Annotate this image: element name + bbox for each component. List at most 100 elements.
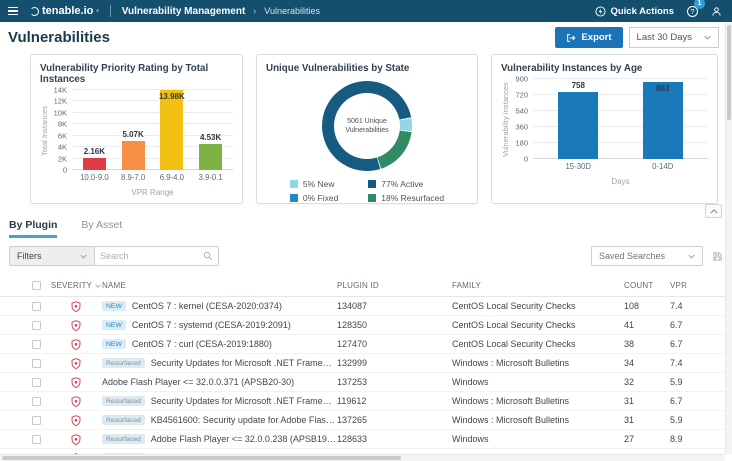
- breadcrumb[interactable]: Vulnerabilities: [264, 6, 320, 16]
- help-icon: ?: [687, 5, 698, 17]
- column-header-severity[interactable]: SEVERITY: [50, 281, 102, 290]
- plugin-id-cell: 132999: [337, 358, 368, 368]
- search-input[interactable]: [100, 247, 203, 265]
- severity-shield-icon: [71, 319, 81, 331]
- table-row[interactable]: NEW CentOS 7 : systemd (CESA-2019:2091) …: [0, 316, 732, 335]
- scrollbar-thumb[interactable]: [727, 25, 731, 120]
- plugin-name-link[interactable]: KB4561600: Security update for Adobe Fla…: [150, 415, 337, 425]
- x-axis-label: VPR Range: [131, 188, 174, 197]
- plugin-name-link[interactable]: Adobe Flash Player <= 32.0.0.371 (APSB20…: [102, 377, 295, 387]
- legend-item-new[interactable]: 5% New: [289, 179, 338, 189]
- row-checkbox[interactable]: [32, 377, 41, 387]
- severity-shield-icon: [71, 433, 81, 445]
- vertical-scrollbar[interactable]: [725, 23, 732, 454]
- bar-6.9-4.0[interactable]: [160, 90, 184, 170]
- plugin-id-cell: 137253: [337, 377, 368, 387]
- plugin-name-link[interactable]: Security Updates for Microsoft .NET Fram…: [150, 358, 337, 368]
- view-tabs: By Plugin By Asset: [9, 219, 732, 238]
- legend-item-active[interactable]: 77% Active: [368, 179, 444, 189]
- column-header-vpr[interactable]: VPR: [670, 281, 688, 290]
- count-cell: 41: [624, 320, 635, 330]
- filter-bar: Filters Saved Searches: [9, 246, 723, 266]
- row-checkbox[interactable]: [32, 320, 41, 330]
- state-donut-chart[interactable]: 5061 Unique Vulnerabilities: [322, 81, 412, 171]
- table-row[interactable]: NEW CentOS 7 : kernel (CESA-2020:0374) 1…: [0, 297, 732, 316]
- legend-swatch: [368, 194, 377, 202]
- severity-cell: [50, 433, 102, 445]
- table-row[interactable]: Resurfaced KB4561600: Security update fo…: [0, 411, 732, 430]
- vpr-cell: 6.7: [670, 396, 683, 406]
- vpr-cell: 6.7: [670, 339, 683, 349]
- legend-item-resurfaced[interactable]: 18% Resurfaced: [368, 193, 444, 203]
- save-search-icon[interactable]: [712, 251, 723, 262]
- export-button[interactable]: Export: [555, 27, 623, 48]
- bar-15-30D[interactable]: [558, 91, 599, 159]
- severity-cell: [50, 395, 102, 407]
- search-icon[interactable]: [203, 251, 213, 261]
- row-checkbox[interactable]: [32, 434, 41, 444]
- name-cell: Resurfaced Security Updates for Microsof…: [102, 358, 337, 368]
- column-header-count[interactable]: COUNT: [624, 281, 654, 290]
- severity-shield-icon: [71, 414, 81, 426]
- quick-actions-button[interactable]: Quick Actions: [595, 6, 674, 17]
- legend-swatch: [289, 180, 298, 188]
- column-header-family[interactable]: FAMILY: [452, 281, 482, 290]
- tab-by-asset[interactable]: By Asset: [81, 219, 123, 231]
- row-checkbox[interactable]: [32, 415, 41, 425]
- vpr-cell: 7.4: [670, 301, 683, 311]
- column-header-name[interactable]: NAME: [102, 281, 126, 290]
- collapse-charts-button[interactable]: [705, 204, 722, 218]
- severity-shield-icon: [71, 395, 81, 407]
- column-header-plugin-id[interactable]: PLUGIN ID: [337, 281, 379, 290]
- user-icon[interactable]: [711, 6, 722, 17]
- table-row[interactable]: NEW CentOS 7 : curl (CESA-2019:1880) 127…: [0, 335, 732, 354]
- plugin-name-link[interactable]: CentOS 7 : systemd (CESA-2019:2091): [131, 320, 291, 330]
- plugin-id-cell: 134087: [337, 301, 368, 311]
- row-checkbox[interactable]: [32, 358, 41, 368]
- row-checkbox[interactable]: [32, 396, 41, 406]
- name-cell: Resurfaced KB4561600: Security update fo…: [102, 415, 337, 425]
- row-checkbox[interactable]: [32, 301, 41, 311]
- menu-icon[interactable]: [8, 6, 18, 16]
- legend-label: 0% Fixed: [302, 193, 339, 203]
- horizontal-scrollbar[interactable]: [0, 454, 725, 461]
- filters-dropdown[interactable]: Filters: [9, 246, 95, 266]
- bar-10.0-9.0[interactable]: [82, 157, 106, 170]
- saved-searches-dropdown[interactable]: Saved Searches: [591, 246, 703, 266]
- app-title[interactable]: Vulnerability Management: [121, 5, 246, 17]
- bar-0-14D[interactable]: [642, 82, 683, 159]
- table-row[interactable]: Resurfaced Adobe Flash Player <= 32.0.0.…: [0, 430, 732, 449]
- plugin-name-link[interactable]: Security Updates for Microsoft .NET Fram…: [150, 396, 337, 406]
- table-row[interactable]: Resurfaced Security Updates for Microsof…: [0, 354, 732, 373]
- plugin-name-link[interactable]: Adobe Flash Player <= 32.0.0.238 (APSB19…: [150, 434, 337, 444]
- count-cell: 108: [624, 301, 640, 311]
- x-tick-label: 3.9-0.1: [198, 173, 223, 182]
- legend-item-fixed[interactable]: 0% Fixed: [289, 193, 339, 203]
- select-all-checkbox[interactable]: [32, 281, 41, 290]
- tenable-logo[interactable]: tenable.io °: [30, 5, 99, 17]
- brand-mark: °: [96, 10, 99, 16]
- table-row[interactable]: Resurfaced Security Updates for Microsof…: [0, 392, 732, 411]
- row-checkbox[interactable]: [32, 339, 41, 349]
- bar-value-label: 2.16K: [83, 146, 106, 156]
- quick-actions-label: Quick Actions: [610, 5, 674, 17]
- plugin-id-cell: 119612: [337, 396, 367, 406]
- bar-3.9-0.1[interactable]: [199, 144, 223, 170]
- bar-8.9-7.0[interactable]: [121, 141, 145, 170]
- family-cell: CentOS Local Security Checks: [452, 320, 576, 330]
- legend-label: 77% Active: [381, 179, 424, 189]
- date-range-select[interactable]: Last 30 Days: [628, 27, 719, 48]
- table-header-row: SEVERITY NAME PLUGIN ID FAMILY COUNT VPR: [0, 275, 732, 297]
- legend-label: 5% New: [302, 179, 335, 189]
- tab-by-plugin[interactable]: By Plugin: [9, 219, 58, 238]
- export-label: Export: [581, 32, 612, 43]
- plugin-name-link[interactable]: CentOS 7 : kernel (CESA-2020:0374): [131, 301, 282, 311]
- scrollbar-thumb[interactable]: [2, 456, 401, 460]
- breadcrumb-separator: ›: [253, 6, 257, 16]
- plugin-name-link[interactable]: CentOS 7 : curl (CESA-2019:1880): [131, 339, 272, 349]
- status-badge: NEW: [102, 320, 126, 330]
- chevron-down-icon: [704, 35, 711, 40]
- y-axis-label: Total Instances: [40, 105, 49, 157]
- help-button[interactable]: ? 1: [687, 0, 705, 17]
- table-row[interactable]: Adobe Flash Player <= 32.0.0.371 (APSB20…: [0, 373, 732, 392]
